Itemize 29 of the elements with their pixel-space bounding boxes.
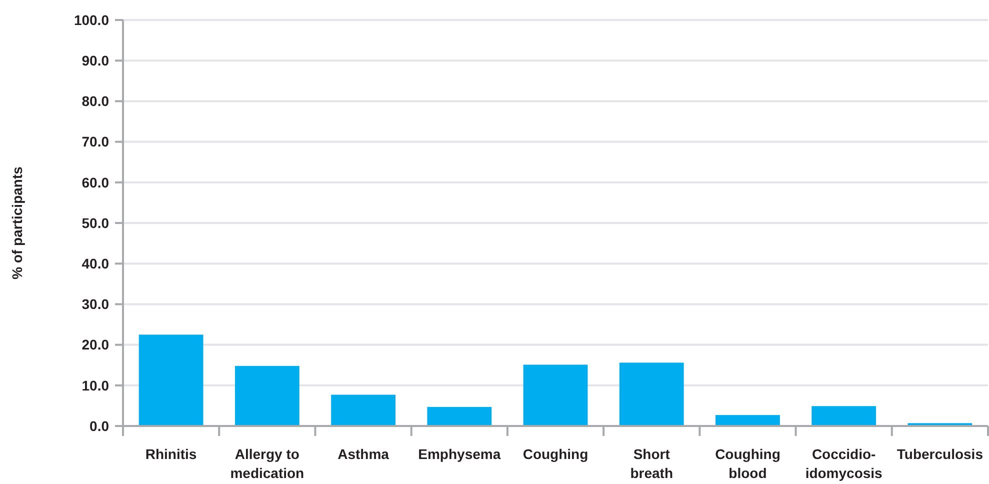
- y-tick-label: 70.0: [82, 134, 110, 150]
- y-tick-label: 0.0: [90, 418, 110, 434]
- x-tick-label: Emphysema: [418, 446, 501, 462]
- x-tick-label: Coughing: [522, 446, 588, 462]
- bar: [812, 406, 876, 426]
- bar: [234, 366, 300, 426]
- y-axis-title: % of participants: [9, 166, 25, 280]
- y-tick-label: 20.0: [82, 336, 110, 353]
- bar: [523, 364, 588, 426]
- y-tick-label: 90.0: [82, 52, 110, 68]
- y-tick-label: 80.0: [82, 93, 110, 110]
- bar: [138, 334, 204, 426]
- y-tick-label: 100.0: [74, 12, 110, 28]
- x-tick-label: Short breath: [630, 446, 674, 481]
- y-tick-label: 60.0: [82, 174, 110, 190]
- y-tick-label: 10.0: [82, 377, 110, 394]
- x-tick-label: Coccidio-idomycosis: [805, 446, 883, 481]
- bar: [427, 406, 492, 426]
- bar: [716, 415, 780, 426]
- bar: [619, 362, 684, 426]
- x-tick-label: Asthma: [338, 446, 390, 462]
- x-tick-label: Allergy to medication: [230, 446, 304, 481]
- x-tick-label: Tuberculosis: [896, 446, 984, 462]
- y-tick-label: 40.0: [82, 256, 110, 272]
- x-tick-label: Coughing blood: [715, 446, 780, 481]
- y-tick-label: 30.0: [82, 296, 110, 312]
- x-tick-label: Rhinitis: [145, 446, 197, 462]
- y-tick-label: 50.0: [82, 214, 110, 231]
- bar: [331, 394, 396, 426]
